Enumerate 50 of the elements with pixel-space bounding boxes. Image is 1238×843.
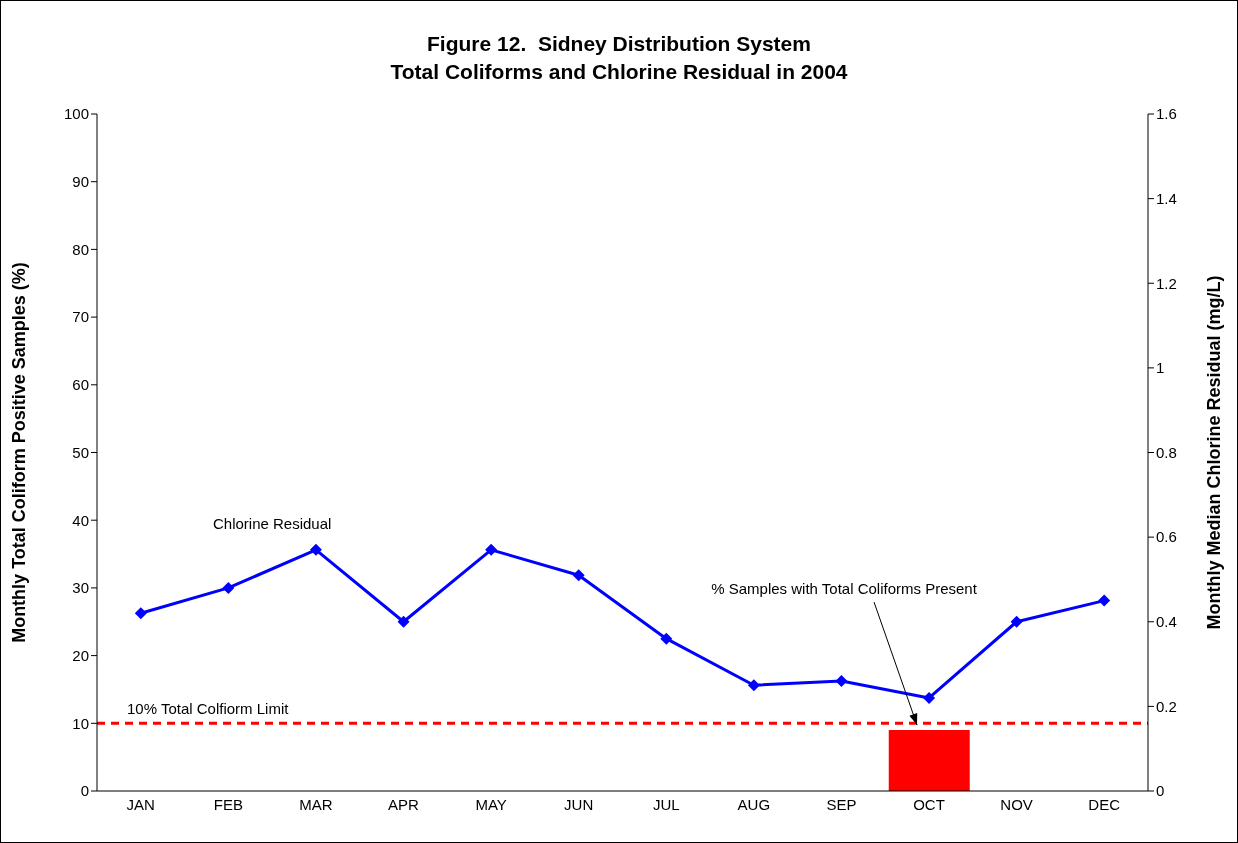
y2-tick-label: 1.4: [1156, 189, 1177, 207]
point: [309, 543, 322, 556]
chart-title: Figure 12. Sidney Distribution System Total Coliforms and Chlorine Residual in 2004: [389, 31, 849, 85]
x-tick-label: NOV: [1000, 795, 1033, 813]
x-tick-label: JUN: [564, 795, 594, 813]
y2-tick-label: 0.2: [1156, 697, 1177, 715]
point: [397, 615, 410, 628]
x-tick-label: DEC: [1088, 795, 1121, 813]
x-tick-label: MAY: [475, 795, 507, 813]
y2-tick-label: 1: [1156, 359, 1165, 377]
point: [485, 543, 498, 556]
point: [660, 632, 673, 645]
series-label: Chlorine Residual: [211, 514, 333, 532]
x-tick-label: JAN: [126, 795, 155, 813]
y2-tick-label: 1.2: [1156, 274, 1177, 292]
point: [923, 691, 936, 704]
y-tick-label: 20: [72, 646, 89, 664]
y-axis-title: Monthly Total Coliform Positive Samples (%): [9, 262, 30, 643]
y2-tick-label: 1.6: [1156, 105, 1177, 123]
text: % Samples with Total Coliforms Present: [710, 580, 978, 598]
point: [222, 581, 235, 594]
point: [572, 569, 585, 582]
x-tick-label: OCT: [913, 795, 945, 813]
x-tick-label: APR: [388, 795, 420, 813]
ref-line-label: 10% Total Colfiorm Limit: [127, 700, 290, 718]
y-tick-label: 0: [80, 782, 89, 800]
y-tick-label: 70: [72, 308, 89, 326]
y2-tick-label: 0.4: [1156, 613, 1177, 631]
y-tick-label: 60: [72, 376, 89, 394]
point: [1010, 615, 1023, 628]
point: [747, 679, 760, 692]
y-tick-label: 80: [72, 240, 89, 258]
x-tick-label: FEB: [213, 795, 243, 813]
y-tick-label: 10: [72, 714, 89, 732]
y-tick-label: 40: [72, 511, 89, 529]
point: [1098, 594, 1111, 607]
y2-tick-label: 0: [1156, 782, 1165, 800]
x-tick-label: MAR: [299, 795, 333, 813]
y-tick-label: 30: [72, 579, 89, 597]
y-tick-label: 90: [72, 173, 89, 191]
x-tick-label: JUL: [652, 795, 680, 813]
point: [835, 674, 848, 687]
y2-tick-label: 0.8: [1156, 443, 1177, 461]
point: [134, 607, 147, 620]
y-tick-label: 50: [72, 443, 89, 461]
x-tick-label: SEP: [826, 795, 857, 813]
y2-axis-title: Monthly Median Chlorine Residual (mg/L): [1204, 275, 1225, 630]
x-tick-label: AUG: [737, 795, 771, 813]
y-tick-label: 100: [63, 105, 89, 123]
y2-tick-label: 0.6: [1156, 528, 1177, 546]
